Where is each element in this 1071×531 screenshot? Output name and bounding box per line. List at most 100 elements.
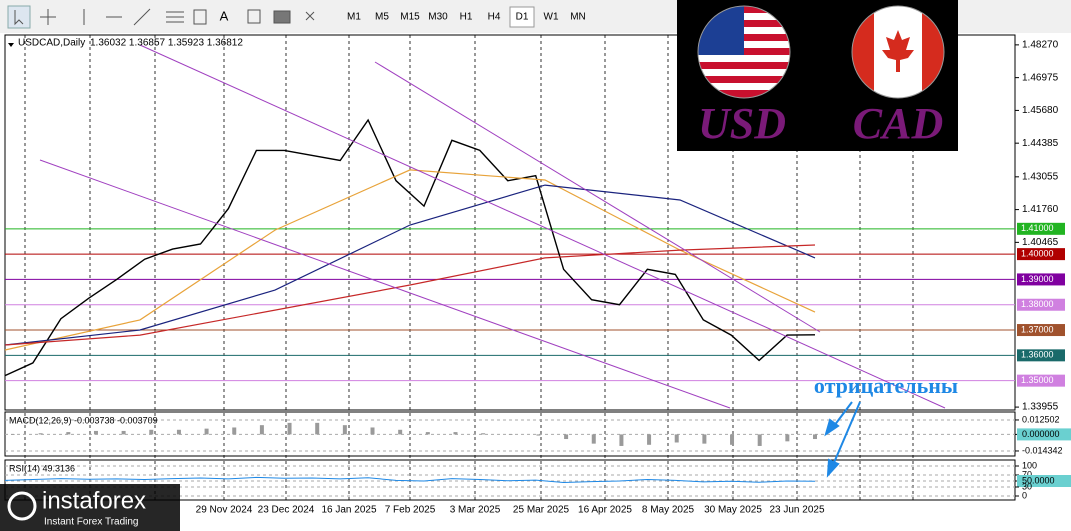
level-label: 1.40000 xyxy=(1021,249,1054,259)
x-tick-label: 16 Apr 2025 xyxy=(578,505,632,516)
timeframe-button[interactable]: M30 xyxy=(428,12,448,23)
toolbar-icons: A xyxy=(7,5,315,29)
timeframe-button[interactable]: MN xyxy=(570,12,586,23)
level-tag xyxy=(1017,324,1065,337)
level-label: 1.35000 xyxy=(1021,375,1054,385)
macd-bar xyxy=(619,434,624,446)
flag-label: CAD xyxy=(853,99,943,148)
y-tick-label: 1.46975 xyxy=(1022,72,1059,83)
timeframe-button[interactable]: W1 xyxy=(544,12,559,23)
moving-average xyxy=(4,244,816,346)
indicator-label: RSI(14) 49.3136 xyxy=(9,463,75,473)
level-tag xyxy=(1017,248,1065,261)
annotation: отрицательны xyxy=(814,373,958,398)
y-tick-label: 0.000000 xyxy=(1022,429,1060,439)
macd-bar xyxy=(757,434,762,446)
moving-average xyxy=(4,184,816,346)
y-tick-label: 1.44385 xyxy=(1022,138,1059,149)
y-tick-label: 1.48270 xyxy=(1022,40,1059,51)
y-tick-label: 1.33955 xyxy=(1022,402,1059,413)
tick-highlight xyxy=(1017,475,1071,488)
macd-bar xyxy=(785,434,790,442)
level-label: 1.37000 xyxy=(1021,324,1054,334)
macd-bar xyxy=(425,432,430,435)
level-label: 1.41000 xyxy=(1021,223,1054,233)
macd-bar xyxy=(674,434,679,443)
price-line xyxy=(4,118,816,377)
y-tick-label: 1.45680 xyxy=(1022,105,1059,116)
timeframe-button[interactable]: M5 xyxy=(375,12,389,23)
level-tag xyxy=(1017,298,1065,311)
y-tick-label: 100 xyxy=(1022,460,1037,470)
y-tick-label: 50.0000 xyxy=(1022,475,1055,485)
y-tick-label: 0.012502 xyxy=(1022,414,1060,424)
macd-bar xyxy=(259,425,264,435)
macd-bar xyxy=(813,434,817,440)
logo-name: instaforex xyxy=(42,487,146,514)
indicator-label: MACD(12,26,9) -0.003738 -0.003709 xyxy=(9,415,158,425)
macd-bar xyxy=(315,422,320,435)
timeframe-button[interactable]: H4 xyxy=(488,12,501,23)
x-tick-label: 29 Nov 2024 xyxy=(196,505,253,516)
level-tag xyxy=(1017,273,1065,286)
timeframe-button[interactable]: M1 xyxy=(347,12,361,23)
macd-bar xyxy=(564,434,569,440)
level-tag xyxy=(1017,349,1065,362)
svg-text:A: A xyxy=(220,8,229,23)
macd-bar xyxy=(149,429,154,435)
quote: 1.36032 1.36857 1.35923 1.36812 xyxy=(90,38,243,49)
y-tick-label: 1.43055 xyxy=(1022,171,1059,182)
macd-bar xyxy=(730,434,735,445)
y-tick-label: -0.014342 xyxy=(1022,445,1063,455)
logo xyxy=(0,484,180,531)
symbol-marker xyxy=(8,43,14,47)
arrows xyxy=(824,401,861,478)
symbol: USDCAD,Daily xyxy=(18,38,85,49)
y-tick-label: 1.40465 xyxy=(1022,237,1059,248)
main-panel xyxy=(4,34,1016,411)
x-tick-label: 30 May 2025 xyxy=(704,505,762,516)
macd-bar xyxy=(38,433,43,435)
macd-bar xyxy=(647,434,652,445)
level-label: 1.39000 xyxy=(1021,274,1054,284)
x-tick-label: 8 May 2025 xyxy=(642,505,695,516)
level-tag xyxy=(1017,222,1065,235)
timeframe-button[interactable]: H1 xyxy=(460,12,473,23)
x-tick-label: 25 Mar 2025 xyxy=(513,505,570,516)
timeframe-button[interactable]: M15 xyxy=(400,12,420,23)
macd-bar xyxy=(66,432,71,435)
flag-label: USD xyxy=(698,99,786,148)
flags-panel xyxy=(677,0,958,151)
macd-bar xyxy=(481,433,486,435)
macd-bar xyxy=(536,434,541,436)
macd-bar xyxy=(287,422,292,435)
macd-bar xyxy=(121,430,126,435)
macd-bar xyxy=(453,432,458,435)
y-tick-label: 30 xyxy=(1022,481,1032,491)
macd-bar xyxy=(176,429,181,435)
y-tick-label: 70 xyxy=(1022,469,1032,479)
x-tick-label: 16 Jan 2025 xyxy=(321,505,376,516)
macd-bar xyxy=(93,430,98,435)
rsi-line xyxy=(4,476,816,484)
timeframe-button[interactable]: D1 xyxy=(516,12,529,23)
macd-bar xyxy=(591,434,596,444)
x-tick-label: 23 Dec 2024 xyxy=(258,505,315,516)
macd-bar xyxy=(342,425,347,435)
x-tick-label: 7 Feb 2025 xyxy=(385,505,436,516)
x-tick-label: 3 Mar 2025 xyxy=(450,505,501,516)
macd-bar xyxy=(398,429,403,435)
timeframe-active xyxy=(509,6,535,28)
level-label: 1.38000 xyxy=(1021,299,1054,309)
macd-bar xyxy=(370,427,375,435)
timeframe-bar: M1 M5 M15 M30 H1 H4 D1 W1 MN xyxy=(347,6,586,28)
tick-highlight xyxy=(1017,428,1071,441)
level-tag xyxy=(1017,374,1065,387)
level-label: 1.36000 xyxy=(1021,350,1054,360)
x-tick-label: 23 Jun 2025 xyxy=(769,505,824,516)
logo-tagline: Instant Forex Trading xyxy=(44,517,139,528)
y-tick-label: 1.41760 xyxy=(1022,204,1059,215)
macd-bar xyxy=(508,434,513,435)
macd-bar xyxy=(702,434,707,444)
